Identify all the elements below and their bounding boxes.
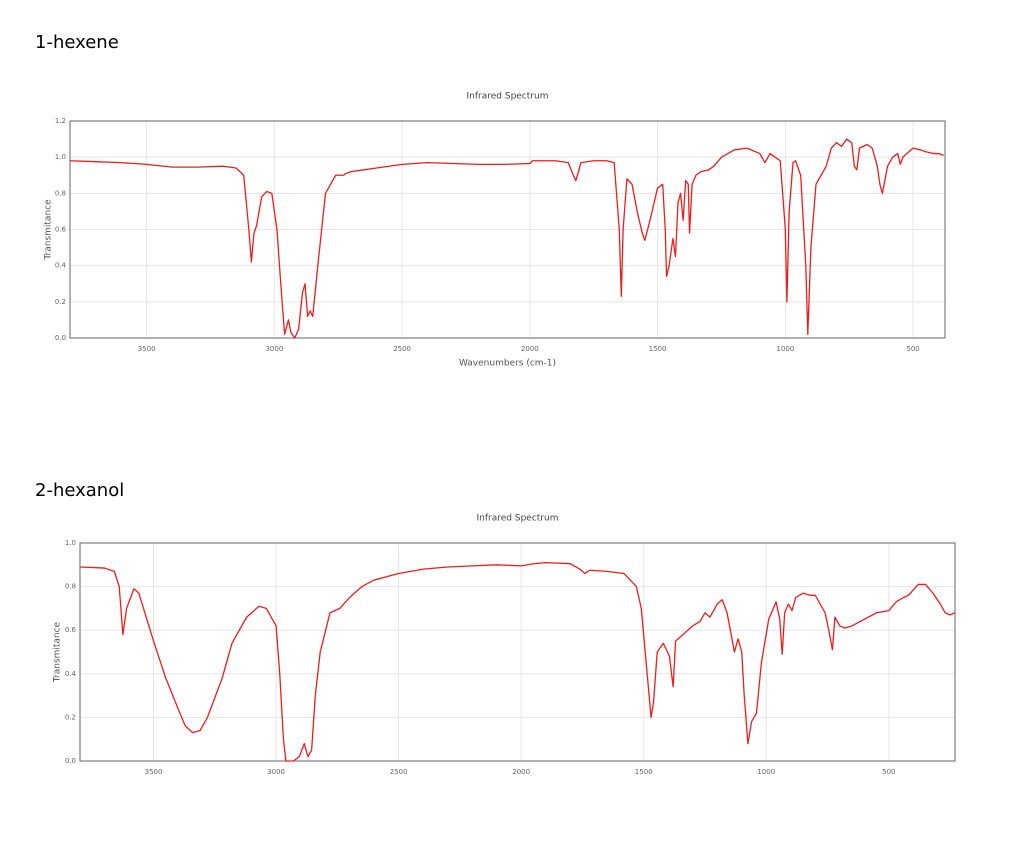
x-tick-label: 2000 <box>512 768 530 776</box>
x-tick-label: 500 <box>906 345 919 353</box>
y-tick-label: 0.4 <box>55 262 67 270</box>
y-tick-label: 0.0 <box>55 334 66 342</box>
heading: 1-hexene <box>35 32 119 53</box>
x-tick-label: 3000 <box>267 768 285 776</box>
chart-title: Infrared Spectrum <box>467 92 549 102</box>
x-axis-label: Wavenumbers (cm-1) <box>459 359 556 369</box>
spectrum-line <box>69 138 944 339</box>
chart-title: Infrared Spectrum <box>477 514 559 524</box>
x-tick-label: 500 <box>882 768 895 776</box>
y-axis-label: Transmitance <box>44 199 54 261</box>
x-tick-label: 1000 <box>757 768 775 776</box>
x-tick-label: 3000 <box>265 345 283 353</box>
y-tick-label: 1.0 <box>65 539 76 547</box>
y-tick-label: 1.2 <box>55 117 66 125</box>
x-tick-label: 3500 <box>145 768 163 776</box>
y-tick-label: 0.0 <box>65 757 76 765</box>
y-tick-label: 0.2 <box>55 298 66 306</box>
plot-frame <box>79 542 956 762</box>
y-tick-label: 0.6 <box>55 226 67 234</box>
y-tick-label: 1.0 <box>55 153 66 161</box>
y-tick-label: 0.8 <box>65 583 76 591</box>
y-tick-label: 0.6 <box>65 626 77 634</box>
y-axis-label: Transmitance <box>53 621 63 683</box>
x-tick-label: 1500 <box>635 768 653 776</box>
x-tick-label: 1000 <box>776 345 794 353</box>
x-tick-label: 1500 <box>649 345 667 353</box>
spectrum-line <box>79 561 956 762</box>
x-tick-label: 2000 <box>521 345 539 353</box>
heading: 2-hexanol <box>35 480 124 501</box>
x-tick-label: 2500 <box>390 768 408 776</box>
y-tick-label: 0.2 <box>65 713 76 721</box>
plot-frame <box>69 120 946 339</box>
x-tick-label: 3500 <box>138 345 156 353</box>
y-tick-label: 0.4 <box>65 670 77 678</box>
y-tick-label: 0.8 <box>55 189 66 197</box>
x-tick-label: 2500 <box>393 345 411 353</box>
